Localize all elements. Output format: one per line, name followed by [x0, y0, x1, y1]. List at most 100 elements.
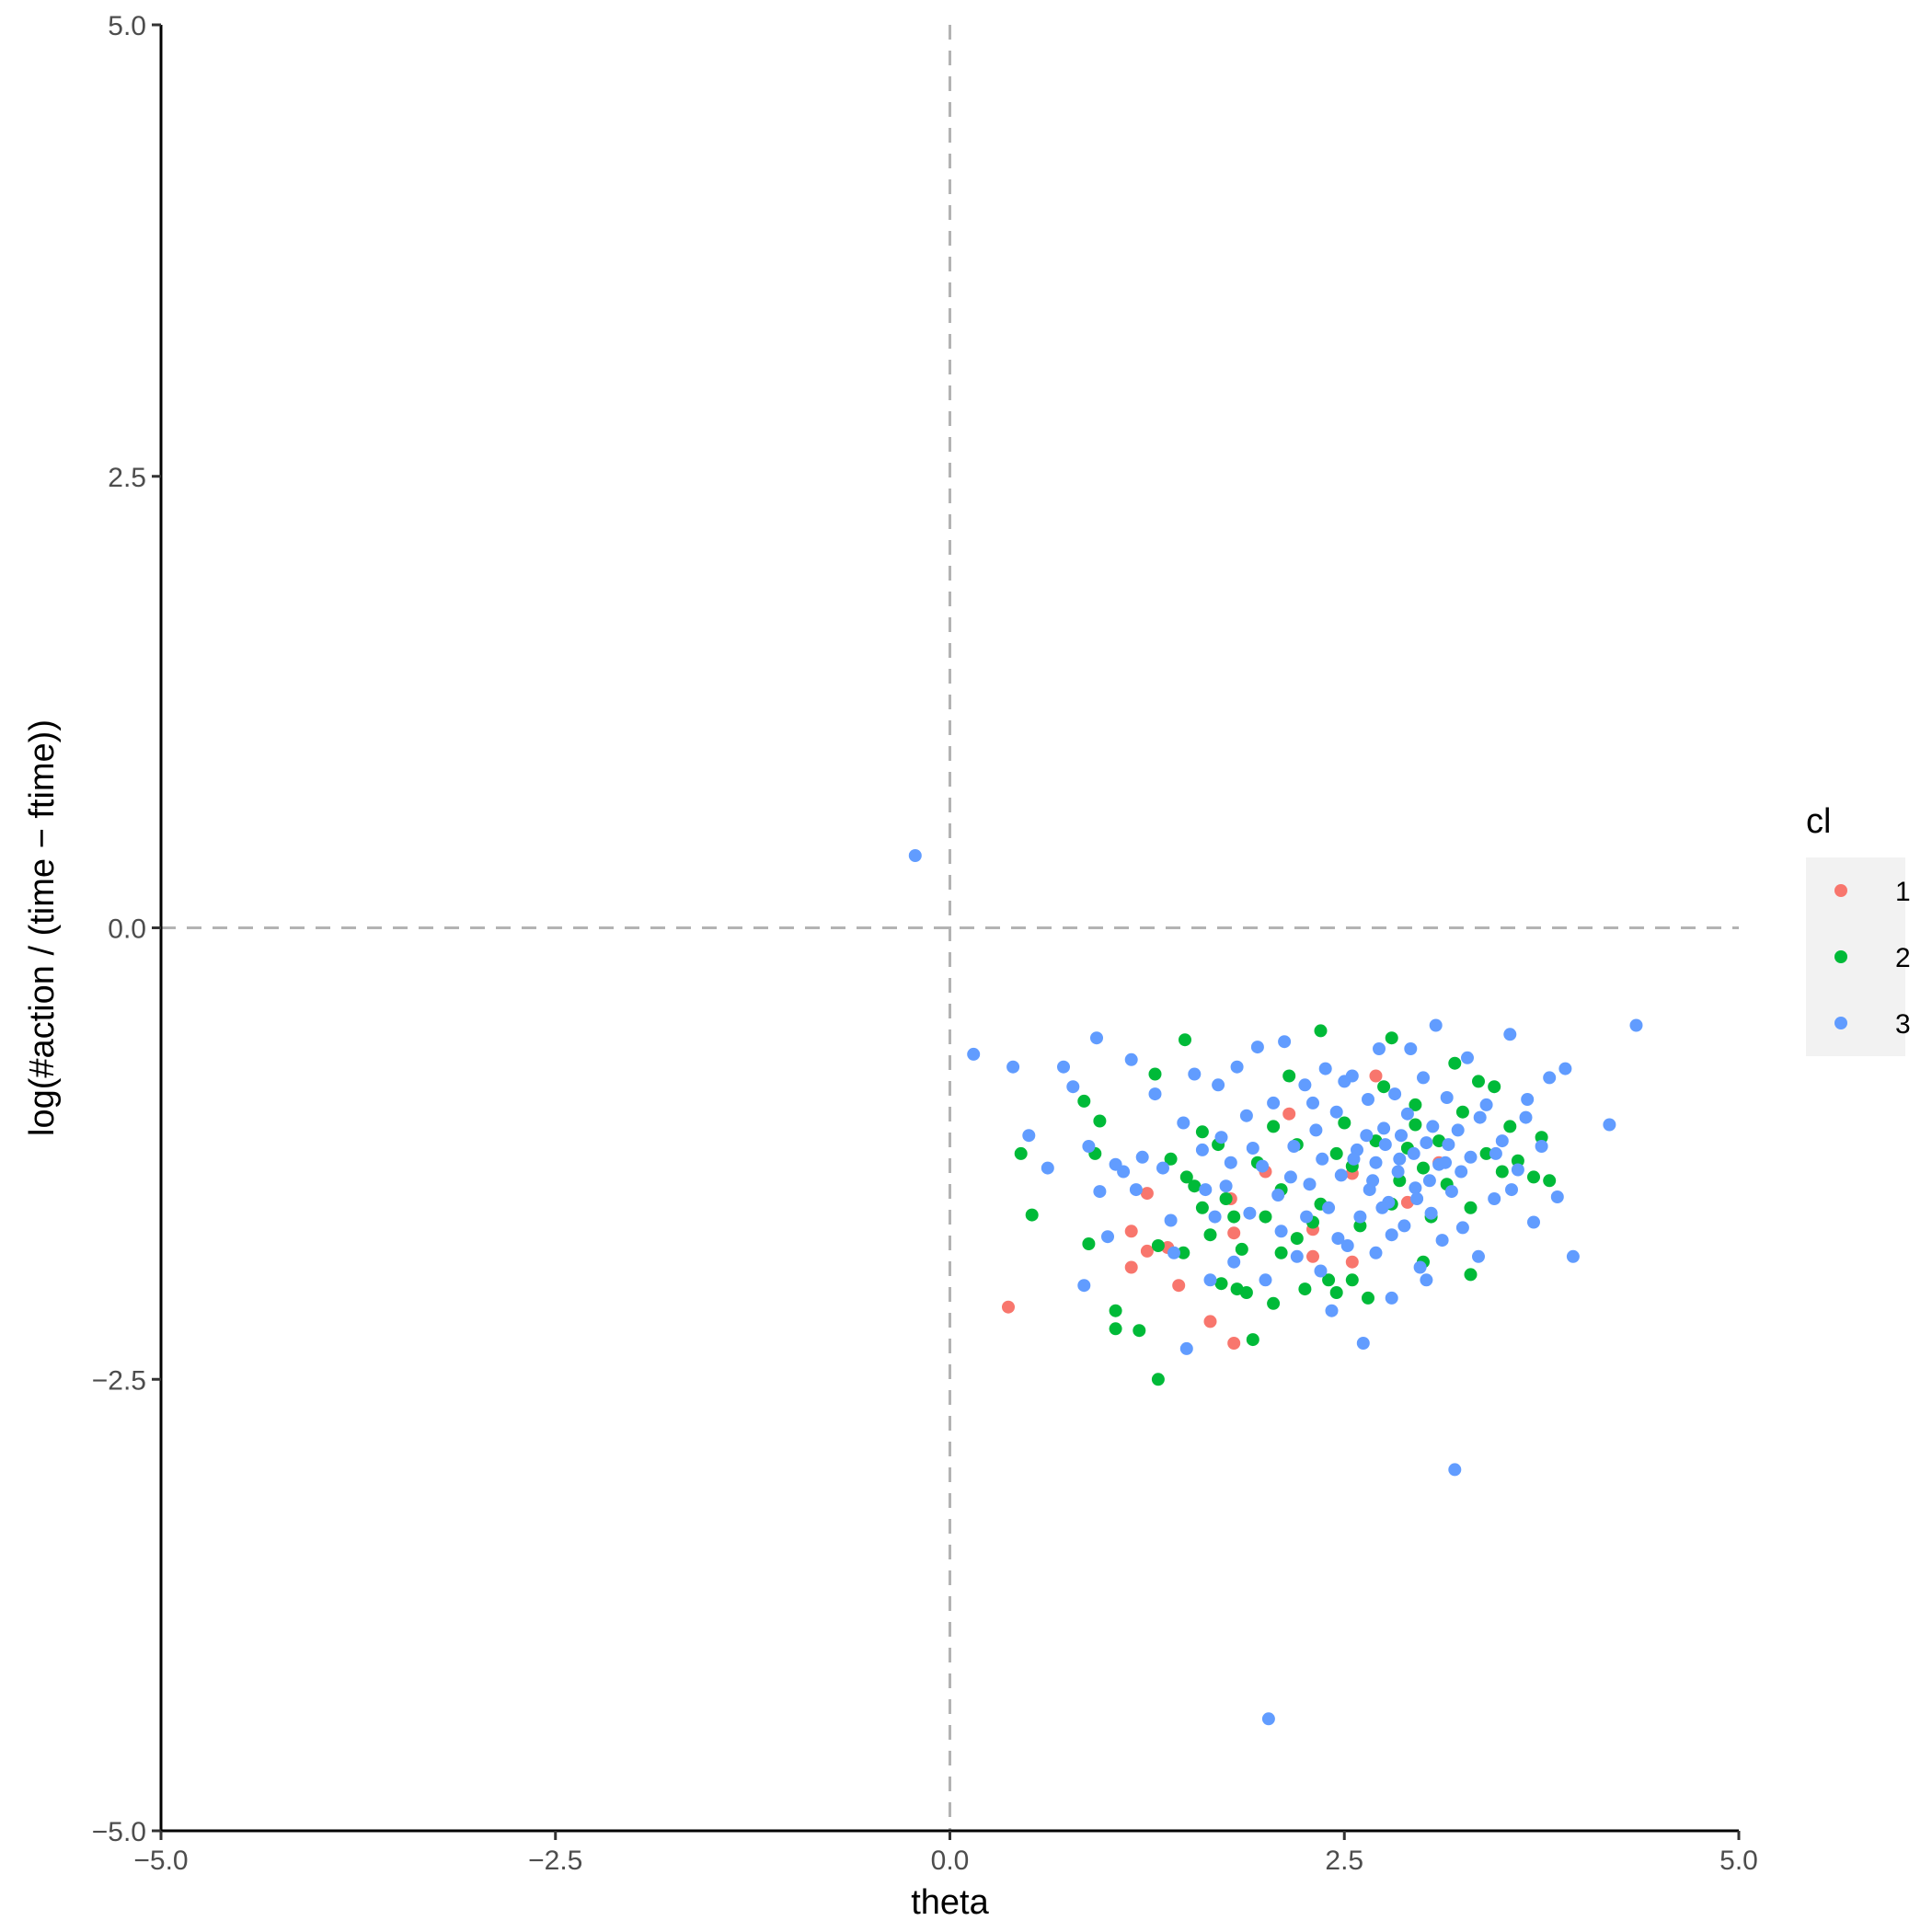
data-point-cl-3: [1188, 1067, 1202, 1081]
data-point-cl-2: [1479, 1146, 1493, 1160]
data-point-cl-3: [1129, 1183, 1143, 1197]
data-point-cl-3: [1495, 1134, 1509, 1148]
data-point-cl-3: [1006, 1060, 1020, 1074]
data-point-cl-3: [1360, 1129, 1374, 1143]
data-point-cl-3: [1426, 1120, 1440, 1133]
data-point-cl-3: [1256, 1159, 1270, 1173]
data-point-cl-2: [1235, 1242, 1248, 1256]
data-point-cl-2: [1543, 1174, 1557, 1188]
y-axis-title: log(#action / (time − ftime)): [23, 719, 62, 1136]
data-point-cl-3: [1329, 1105, 1343, 1119]
data-point-cl-2: [1164, 1152, 1178, 1166]
data-point-cl-3: [1373, 1042, 1386, 1055]
x-tick-label: −2.5: [528, 1846, 582, 1876]
data-point-cl-2: [1077, 1094, 1091, 1108]
data-point-cl-2: [1025, 1208, 1039, 1222]
data-point-cl-3: [1283, 1170, 1297, 1184]
data-point-cl-3: [1473, 1110, 1487, 1124]
data-point-cl-3: [1489, 1146, 1502, 1160]
data-point-cl-3: [1300, 1210, 1314, 1224]
data-point-cl-3: [1521, 1093, 1535, 1106]
data-point-cl-3: [1391, 1165, 1405, 1179]
data-point-cl-3: [1261, 1712, 1275, 1726]
data-point-cl-2: [1329, 1286, 1343, 1299]
data-point-cl-2: [1527, 1170, 1540, 1184]
data-point-cl-3: [1395, 1129, 1408, 1143]
data-point-cl-1: [1227, 1337, 1241, 1350]
data-point-cl-2: [1282, 1069, 1296, 1083]
data-point-cl-3: [1479, 1098, 1493, 1111]
data-point-cl-3: [1439, 1156, 1452, 1169]
data-point-cl-3: [1377, 1121, 1391, 1135]
data-point-cl-2: [1195, 1201, 1209, 1214]
data-point-cl-3: [1397, 1219, 1411, 1233]
data-point-cl-1: [1140, 1244, 1154, 1258]
data-point-cl-3: [1203, 1273, 1217, 1287]
data-point-cl-2: [1148, 1067, 1162, 1081]
data-point-cl-3: [1422, 1174, 1436, 1188]
data-point-cl-3: [1393, 1152, 1407, 1166]
data-point-cl-2: [1338, 1116, 1351, 1130]
data-point-cl-3: [1250, 1041, 1264, 1054]
data-point-cl-3: [1214, 1131, 1228, 1144]
legend-key-background: [1806, 857, 1905, 1056]
data-point-cl-3: [1267, 1096, 1281, 1110]
data-point-cl-3: [1455, 1221, 1469, 1235]
data-point-cl-3: [1472, 1249, 1485, 1263]
y-tick-label: 2.5: [108, 463, 146, 493]
data-point-cl-2: [1227, 1210, 1241, 1224]
data-point-cl-3: [1148, 1087, 1162, 1101]
data-point-cl-3: [1420, 1136, 1433, 1150]
data-point-cl-3: [1195, 1143, 1209, 1156]
data-point-cl-1: [1203, 1315, 1217, 1328]
data-point-cl-3: [1363, 1183, 1376, 1197]
legend-label-cl-1: 1: [1895, 877, 1911, 907]
data-point-cl-3: [1404, 1042, 1418, 1055]
data-point-cl-3: [1177, 1116, 1190, 1130]
data-point-cl-1: [1124, 1225, 1138, 1238]
data-point-cl-2: [1322, 1273, 1336, 1287]
data-point-cl-3: [1369, 1156, 1383, 1169]
data-point-cl-1: [1345, 1255, 1359, 1269]
data-point-cl-3: [1314, 1264, 1328, 1278]
x-axis-title: theta: [911, 1883, 989, 1922]
data-points: [908, 849, 1643, 1726]
data-point-cl-2: [1214, 1277, 1228, 1291]
data-point-cl-3: [1356, 1337, 1370, 1350]
data-point-cl-3: [1442, 1138, 1455, 1152]
data-point-cl-2: [1151, 1373, 1165, 1386]
data-point-cl-3: [1318, 1062, 1332, 1075]
data-point-cl-3: [1420, 1273, 1433, 1287]
data-point-cl-2: [1329, 1146, 1343, 1160]
data-point-cl-3: [1309, 1123, 1323, 1137]
data-point-cl-3: [1527, 1215, 1540, 1229]
data-point-cl-3: [1388, 1087, 1402, 1101]
data-point-cl-3: [1413, 1260, 1427, 1274]
data-point-cl-3: [1353, 1210, 1367, 1224]
data-point-cl-3: [1511, 1163, 1524, 1177]
y-tick-label: 0.0: [108, 914, 146, 945]
data-point-cl-3: [1117, 1165, 1131, 1179]
data-point-cl-3: [1429, 1018, 1443, 1032]
data-point-cl-3: [1385, 1228, 1398, 1242]
data-point-cl-2: [1093, 1114, 1107, 1128]
data-point-cl-1: [1172, 1279, 1186, 1293]
legend-label-cl-2: 2: [1895, 943, 1911, 973]
data-point-cl-3: [1566, 1249, 1580, 1263]
data-point-cl-3: [1179, 1341, 1193, 1355]
data-point-cl-3: [1448, 1463, 1462, 1477]
data-point-cl-3: [1066, 1080, 1080, 1094]
data-point-cl-2: [1195, 1125, 1209, 1139]
data-point-cl-2: [1385, 1031, 1398, 1045]
data-point-cl-3: [1212, 1078, 1225, 1092]
data-point-cl-3: [1629, 1018, 1643, 1032]
data-point-cl-3: [1303, 1178, 1317, 1191]
data-point-cl-2: [1488, 1080, 1501, 1094]
data-point-cl-2: [1239, 1286, 1253, 1299]
data-point-cl-2: [1246, 1333, 1259, 1347]
data-point-cl-3: [1505, 1183, 1518, 1197]
y-tick-label: 5.0: [108, 11, 146, 41]
data-point-cl-2: [1409, 1098, 1422, 1111]
data-point-cl-3: [1219, 1179, 1233, 1193]
